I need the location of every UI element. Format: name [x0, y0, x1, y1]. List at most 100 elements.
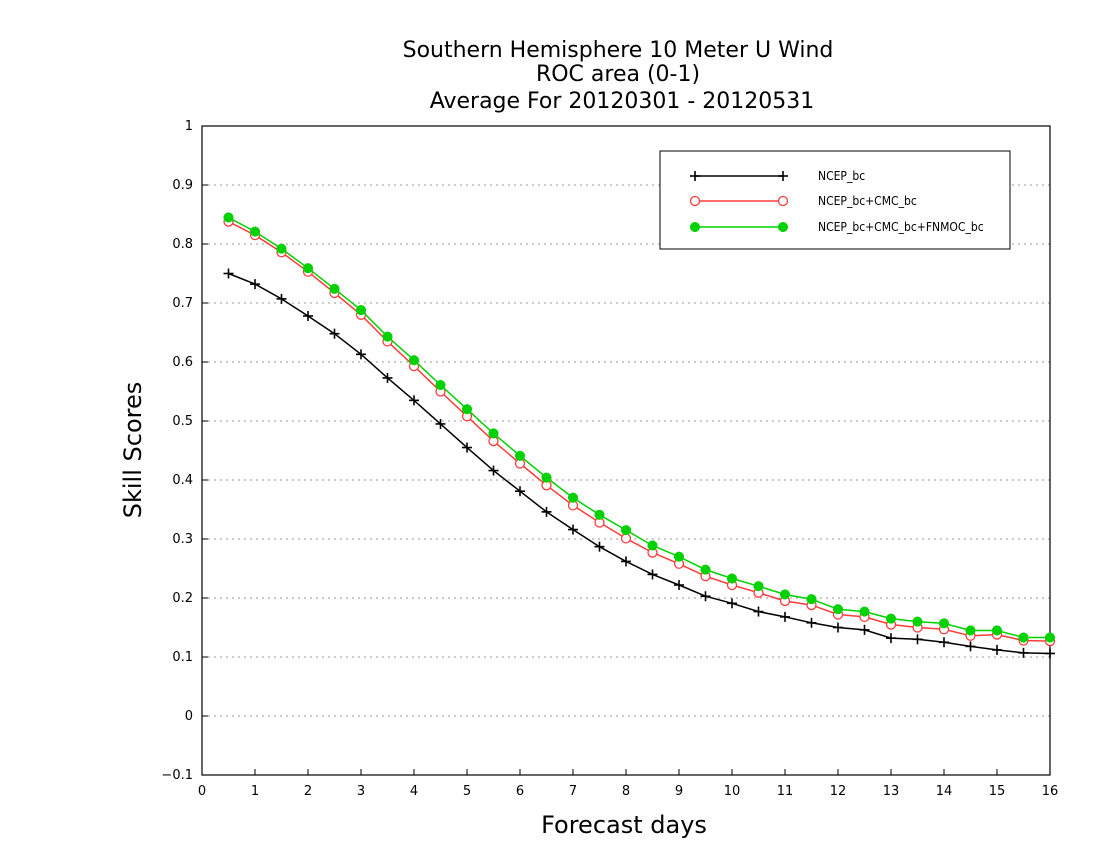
data-point — [250, 279, 260, 290]
data-point — [939, 637, 949, 648]
data-point — [541, 472, 552, 483]
data-point — [594, 541, 605, 552]
data-point — [859, 606, 870, 617]
data-point — [647, 540, 658, 551]
data-point — [620, 533, 632, 544]
data-point — [1045, 648, 1055, 659]
data-point — [726, 573, 738, 584]
data-point — [992, 644, 1002, 655]
x-tick-label: 2 — [304, 784, 312, 799]
x-tick-label: 4 — [410, 784, 418, 799]
data-point — [594, 509, 605, 520]
x-tick-label: 8 — [622, 784, 630, 799]
data-point — [700, 591, 711, 602]
y-tick-label: 0.5 — [172, 414, 193, 429]
data-point — [912, 616, 923, 627]
x-tick-label: 5 — [463, 784, 471, 799]
data-point — [753, 606, 764, 617]
data-point — [965, 625, 976, 636]
data-point — [965, 641, 976, 652]
data-point — [515, 486, 525, 497]
x-tick-label: 9 — [675, 784, 683, 799]
x-tick-label: 14 — [936, 784, 953, 799]
data-point — [302, 263, 314, 274]
x-tick-label: 16 — [1042, 784, 1059, 799]
legend: NCEP_bc NCEP_bc+CMC_bc NCEP_bc+CMC_bc+FNMO… — [659, 150, 1011, 250]
series-line — [228, 220, 1051, 642]
x-tick-label: 3 — [357, 784, 365, 799]
series-0 — [223, 268, 1055, 659]
legend-marker — [777, 221, 789, 233]
data-point — [488, 465, 499, 476]
data-point — [886, 633, 896, 644]
data-point — [514, 450, 526, 461]
data-point — [806, 594, 817, 605]
series-layer — [223, 212, 1056, 659]
data-point — [620, 525, 632, 536]
axis-ticks: −0.100.10.20.30.40.50.60.70.80.910 1 2 3 4 5 6… — [161, 119, 1058, 799]
data-point — [409, 395, 419, 406]
y-tick-label: 0 — [185, 709, 193, 724]
data-point — [249, 226, 261, 237]
data-point — [1044, 632, 1056, 643]
x-tick-label: 7 — [569, 784, 577, 799]
y-tick-label: 0.6 — [172, 355, 193, 370]
legend-marker — [778, 171, 788, 181]
data-point — [567, 492, 579, 503]
series-1 — [223, 216, 1056, 647]
y-tick-label: 0.9 — [172, 178, 193, 193]
x-tick-label: 0 — [198, 784, 206, 799]
data-point — [621, 556, 631, 567]
x-tick-label: 13 — [883, 784, 900, 799]
data-point — [673, 551, 685, 562]
data-point — [833, 622, 843, 633]
data-point — [991, 625, 1003, 636]
data-point — [1018, 632, 1029, 643]
y-tick-label: 0.2 — [172, 591, 193, 606]
data-point — [382, 372, 393, 383]
data-point — [779, 589, 791, 600]
legend-marker — [689, 221, 701, 233]
y-tick-label: 0.7 — [172, 296, 193, 311]
x-tick-label: 15 — [989, 784, 1006, 799]
y-tick-label: 0.3 — [172, 532, 193, 547]
data-point — [461, 404, 473, 415]
legend-label: NCEP_bc+CMC_bc — [818, 194, 917, 208]
legend-marker — [690, 171, 700, 181]
data-point — [859, 624, 870, 635]
x-tick-label: 12 — [830, 784, 847, 799]
data-point — [223, 268, 234, 279]
data-point — [382, 331, 393, 342]
data-point — [488, 428, 499, 439]
data-point — [541, 506, 552, 517]
data-point — [780, 611, 790, 622]
data-point — [938, 618, 950, 629]
data-point — [355, 305, 367, 316]
series-line — [228, 272, 1051, 655]
y-tick-label: −0.1 — [161, 768, 193, 783]
y-tick-label: 0.4 — [172, 473, 193, 488]
data-point — [276, 293, 287, 304]
legend-marker — [689, 195, 701, 207]
data-point — [700, 564, 711, 575]
series-2 — [223, 212, 1056, 643]
data-point — [912, 634, 923, 645]
x-tick-label: 6 — [516, 784, 524, 799]
data-point — [806, 617, 817, 628]
y-tick-label: 0.8 — [172, 237, 193, 252]
data-point — [885, 613, 897, 624]
data-point — [462, 442, 472, 453]
data-point — [435, 379, 446, 391]
x-tick-label: 10 — [724, 784, 741, 799]
data-point — [435, 418, 446, 429]
data-point — [832, 604, 844, 615]
data-point — [223, 212, 234, 223]
chart-title-line-1: Southern Hemisphere 10 Meter U Wind — [403, 38, 834, 63]
y-tick-label: 1 — [185, 119, 193, 134]
data-point — [276, 243, 287, 254]
data-point — [356, 349, 366, 360]
x-axis-title: Forecast days — [541, 811, 707, 839]
data-point — [329, 328, 340, 339]
x-tick-label: 1 — [251, 784, 259, 799]
